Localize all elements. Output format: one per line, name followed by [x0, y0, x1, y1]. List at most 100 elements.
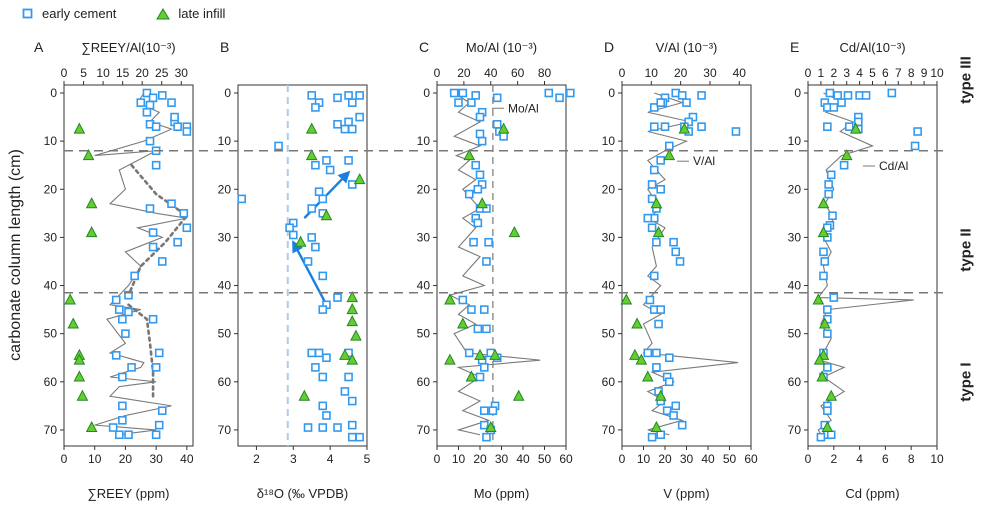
- late-infill-point: [85, 197, 98, 209]
- early-cement-point: [154, 420, 164, 430]
- early-cement-point: [664, 141, 674, 151]
- early-cement-point: [819, 271, 828, 281]
- top-tick-label: 80: [538, 66, 552, 80]
- x-tick-label: 4: [327, 452, 334, 466]
- x-tick-label: 10: [452, 452, 466, 466]
- y-tick-label: 70: [417, 423, 431, 437]
- early-cement-point: [697, 91, 706, 100]
- early-cement-point: [475, 112, 485, 122]
- early-cement-point: [833, 91, 842, 100]
- top-tick-label: 60: [511, 66, 525, 80]
- early-cement-point: [145, 204, 155, 213]
- late-infill-point: [812, 293, 825, 305]
- early-cement-point: [656, 305, 666, 314]
- early-cement-point: [479, 406, 489, 415]
- panel-d: 0 10 20 30 40 50 60 70 0 10 20 30 40 50 60 0 10 20 30 40 D V/…: [602, 39, 758, 501]
- panel-bottom-title: δ¹⁸O (‰ VPDB): [257, 486, 348, 501]
- early-cement-point: [471, 91, 481, 100]
- y-tick-label: 0: [50, 86, 57, 100]
- early-cement-point: [656, 156, 666, 165]
- late-infill-point: [73, 370, 86, 382]
- early-cement-point: [344, 156, 353, 165]
- early-cement-point: [154, 348, 164, 358]
- early-cement-point: [649, 122, 659, 131]
- early-cement-point: [492, 93, 502, 103]
- early-cement-point: [823, 329, 832, 338]
- late-infill-point: [346, 353, 359, 365]
- early-cement-point: [347, 396, 357, 406]
- series-legend-label: Mo/Al: [508, 101, 539, 115]
- early-cement-point: [825, 88, 835, 98]
- early-cement-point: [314, 348, 324, 358]
- early-cement-point: [479, 420, 489, 430]
- early-cement-point: [467, 305, 476, 314]
- early-cement-point: [333, 423, 342, 432]
- top-tick-label: 3: [843, 66, 850, 80]
- early-cement-point: [318, 401, 328, 411]
- early-cement-point: [861, 91, 871, 100]
- top-tick-label: 15: [116, 66, 130, 80]
- top-tick-label: 30: [703, 66, 717, 80]
- late-infill-point: [346, 290, 359, 303]
- late-infill-point: [76, 389, 89, 401]
- early-cement-point: [322, 411, 331, 420]
- top-tick-label: 7: [895, 66, 902, 80]
- early-cement-point: [311, 242, 320, 252]
- early-cement-point: [484, 237, 493, 247]
- early-cement-point: [347, 124, 357, 134]
- late-infill-point: [818, 317, 831, 329]
- late-infill-point: [635, 353, 648, 365]
- early-cement-point: [303, 423, 313, 432]
- early-cement-point: [656, 430, 666, 440]
- early-cement-point: [544, 88, 554, 98]
- early-cement-point: [458, 295, 468, 305]
- early-cement-point: [492, 119, 502, 129]
- early-cement-point: [479, 363, 489, 372]
- late-infill-point: [444, 293, 456, 305]
- early-cement-point: [333, 93, 342, 103]
- legend-late-label: late infill: [178, 6, 226, 21]
- early-cement-point: [482, 432, 491, 442]
- early-cement-point: [649, 103, 659, 112]
- panel-top-title: V/Al (10⁻³): [656, 40, 718, 55]
- square-marker-icon: [22, 8, 33, 18]
- early-cement-point: [285, 223, 294, 233]
- y-tick-label: 10: [602, 134, 616, 148]
- early-cement-point: [314, 187, 324, 196]
- early-cement-point: [318, 194, 328, 204]
- early-cement-point: [473, 324, 483, 334]
- early-cement-point: [697, 122, 706, 131]
- late-infill-point: [476, 197, 488, 209]
- y-tick-label: 30: [788, 230, 802, 244]
- early-cement-point: [182, 127, 192, 136]
- late-infill-point: [650, 197, 663, 209]
- early-cement-point: [664, 353, 674, 363]
- early-cement-point: [118, 314, 127, 324]
- x-tick-label: 10: [930, 452, 944, 466]
- late-infill-point: [817, 197, 830, 209]
- panel-top-title: Cd/Al(10⁻³): [839, 40, 905, 55]
- early-cement-point: [151, 160, 161, 170]
- early-cement-point: [173, 122, 182, 131]
- early-cement-point: [114, 305, 124, 314]
- early-cement-point: [307, 204, 317, 213]
- early-cement-point: [479, 305, 489, 314]
- x-tick-label: 3: [290, 452, 297, 466]
- early-cement-point: [311, 103, 320, 112]
- late-infill-point: [813, 353, 826, 365]
- early-cement-point: [652, 363, 661, 372]
- y-tick-label: 0: [794, 86, 801, 100]
- x-tick-label: 0: [434, 452, 441, 466]
- early-cement-point: [482, 204, 491, 213]
- early-cement-point: [118, 401, 127, 411]
- early-cement-point: [660, 122, 670, 131]
- late-infill-point: [305, 148, 318, 161]
- early-cement-point: [167, 199, 176, 209]
- early-cement-point: [555, 93, 564, 103]
- panel-letter: B: [220, 39, 229, 55]
- y-tick-label: 0: [423, 86, 430, 100]
- early-cement-point: [837, 98, 846, 107]
- early-cement-point: [671, 247, 681, 257]
